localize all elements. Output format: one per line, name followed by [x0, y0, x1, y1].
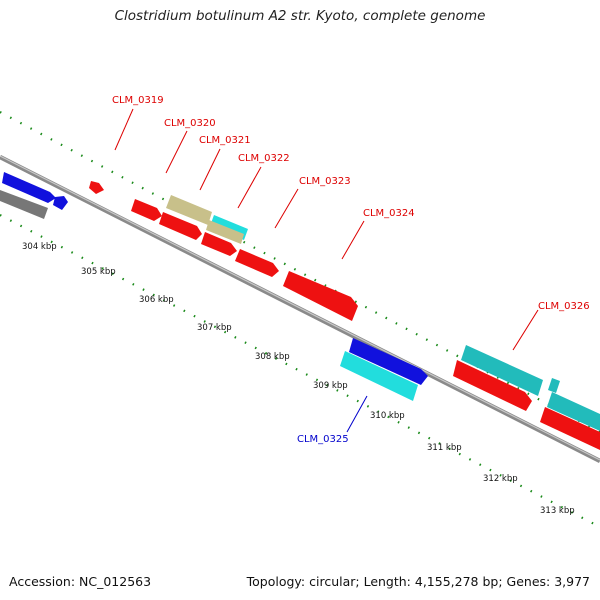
inner-tick-track: [0, 214, 600, 528]
gene-arrow: [349, 338, 428, 385]
gene-label: CLM_0321: [199, 135, 251, 146]
gene-arrow: [283, 271, 358, 321]
gene-arrow: [131, 199, 162, 221]
gene-arrow: [547, 392, 600, 431]
genome-backbone: [0, 154, 600, 464]
gene-arrow: [159, 212, 202, 240]
gene-arrow: [206, 220, 244, 244]
scale-label: 306 kbp: [139, 295, 174, 305]
scale-label: 313 kbp: [540, 506, 575, 516]
scale-label: 305 kbp: [81, 267, 116, 277]
gene-arrow: [540, 407, 600, 450]
gene-arrow: [340, 351, 418, 401]
gene-arrow: [548, 378, 560, 393]
scale-label: 310 kbp: [370, 411, 405, 421]
gene-arrow: [461, 345, 543, 396]
scale-label: 307 kbp: [197, 323, 232, 333]
gene-arrow: [2, 172, 56, 203]
map-title: Clostridium botulinum A2 str. Kyoto, com…: [114, 8, 486, 24]
genome-summary: Topology: circular; Length: 4,155,278 bp…: [246, 574, 590, 589]
gene-label: CLM_0319: [112, 95, 164, 106]
scale-label: 312 kbp: [483, 474, 518, 484]
gene-arrow: [53, 196, 68, 210]
gene-arrow: [166, 195, 212, 225]
gene-arrow: [89, 181, 104, 194]
gene-label: CLM_0322: [238, 153, 290, 164]
gene-arrow: [0, 190, 48, 219]
gene-arrow: [235, 249, 279, 277]
gene-arrow: [201, 232, 237, 256]
scale-label: 309 kbp: [313, 381, 348, 391]
gene-label: CLM_0324: [363, 208, 415, 219]
scale-labels: 304 kbp 305 kbp 306 kbp 307 kbp 308 kbp 309 k…: [22, 242, 575, 516]
gene-label: CLM_0325: [297, 434, 349, 445]
gene-label: CLM_0323: [299, 176, 351, 187]
accession-text: Accession: NC_012563: [9, 574, 152, 589]
gene-labels: CLM_0319 CLM_0320 CLM_0321 CLM_0322 CLM_0323…: [112, 95, 590, 445]
scale-label: 304 kbp: [22, 242, 57, 252]
gene-features: [0, 172, 600, 450]
gene-arrow: [453, 360, 532, 411]
genome-backbone-highlight: [0, 155, 600, 461]
scale-label: 308 kbp: [255, 352, 290, 362]
gene-label-leaders: [114, 108, 539, 433]
gene-label: CLM_0320: [164, 118, 216, 129]
scale-label: 311 kbp: [427, 443, 462, 453]
gene-label: CLM_0326: [538, 301, 590, 312]
